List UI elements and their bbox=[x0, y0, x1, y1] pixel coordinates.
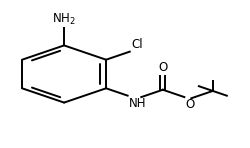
Text: O: O bbox=[185, 98, 194, 111]
Text: O: O bbox=[158, 61, 168, 74]
Text: Cl: Cl bbox=[132, 38, 143, 51]
Text: NH: NH bbox=[129, 96, 146, 110]
Text: NH$_2$: NH$_2$ bbox=[52, 12, 76, 27]
